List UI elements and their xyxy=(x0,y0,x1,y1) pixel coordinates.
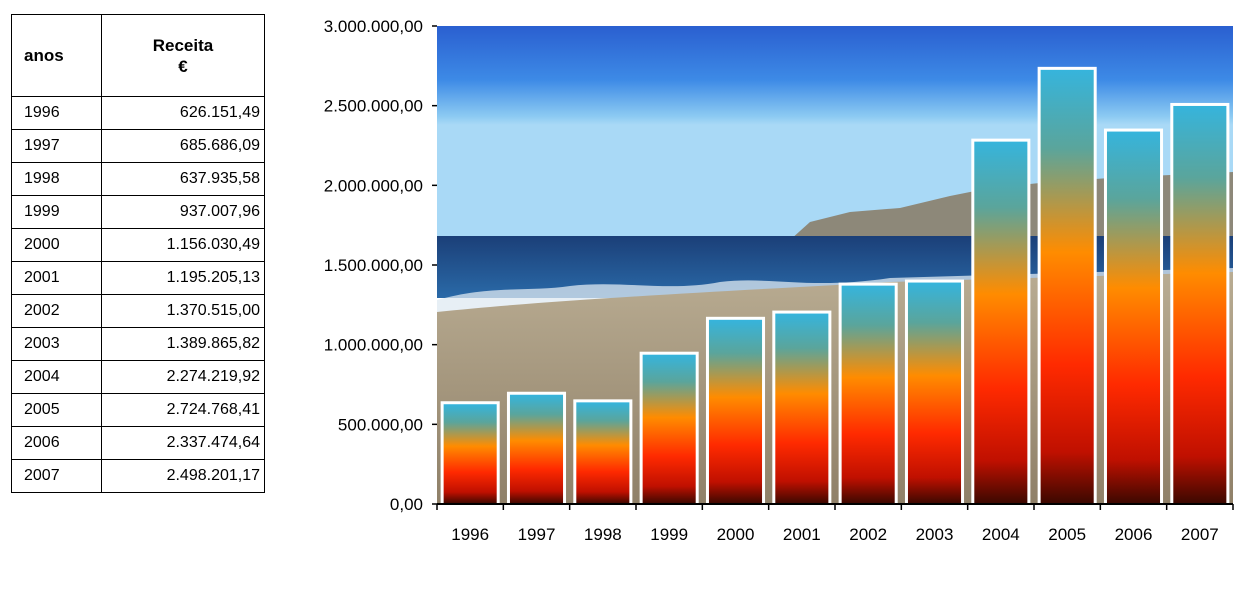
revenue-cell: 1.156.030,49 xyxy=(101,228,265,262)
x-tick-label: 1997 xyxy=(518,525,556,544)
y-tick-label: 0,00 xyxy=(390,495,423,514)
table-header-row: anos Receita € xyxy=(11,14,265,97)
y-axis: 0,00 500.000,00 1.000.000,00 1.500.000,00 2.… xyxy=(324,17,437,514)
revenue-cell: 626.151,49 xyxy=(101,96,265,130)
x-axis: 1996 1997 1998 1999 2000 2001 2002 2003 2004 2005… xyxy=(436,503,1234,544)
bar xyxy=(775,313,829,504)
x-tick-label: 2007 xyxy=(1181,525,1219,544)
year-cell: 2002 xyxy=(11,294,102,328)
year-cell: 2004 xyxy=(11,360,102,394)
y-tick-label: 3.000.000,00 xyxy=(324,17,423,36)
bar xyxy=(708,319,763,504)
x-tick-label: 2005 xyxy=(1048,525,1086,544)
bar xyxy=(509,394,564,504)
bar xyxy=(576,402,630,504)
table-body: 1996 626.151,49 1997 685.686,09 1998 637.935,… xyxy=(11,96,265,493)
revenue-cell: 937.007,96 xyxy=(101,195,265,229)
table-row: 2005 2.724.768,41 xyxy=(11,393,265,427)
bar xyxy=(907,282,962,504)
table-row: 2003 1.389.865,82 xyxy=(11,327,265,361)
x-tick-label: 1996 xyxy=(451,525,489,544)
bar xyxy=(841,285,895,504)
bar-1997 xyxy=(506,391,567,504)
table-row: 2001 1.195.205,13 xyxy=(11,261,265,295)
bar xyxy=(443,404,497,504)
revenue-cell: 2.274.219,92 xyxy=(101,360,265,394)
year-column-header: anos xyxy=(11,14,102,97)
y-tick-label: 500.000,00 xyxy=(338,415,423,434)
revenue-cell: 2.724.768,41 xyxy=(101,393,265,427)
table-row: 1998 637.935,58 xyxy=(11,162,265,196)
bar-1998 xyxy=(573,399,633,504)
year-cell: 2006 xyxy=(11,426,102,460)
bar xyxy=(1040,69,1094,504)
bar-2002 xyxy=(838,282,898,504)
revenue-cell: 1.195.205,13 xyxy=(101,261,265,295)
x-tick-label: 1999 xyxy=(650,525,688,544)
bar xyxy=(1106,131,1161,504)
table-row: 2000 1.156.030,49 xyxy=(11,228,265,262)
bar-2000 xyxy=(705,316,766,504)
year-cell: 2007 xyxy=(11,459,102,493)
bar-2003 xyxy=(904,279,965,504)
currency-unit: € xyxy=(178,56,188,76)
year-cell: 2001 xyxy=(11,261,102,295)
y-tick-label: 1.000.000,00 xyxy=(324,336,423,355)
y-tick-label: 1.500.000,00 xyxy=(324,256,423,275)
table-row: 1996 626.151,49 xyxy=(11,96,265,130)
year-cell: 2000 xyxy=(11,228,102,262)
revenue-bar-chart: 0,00 500.000,00 1.000.000,00 1.500.000,00 2.… xyxy=(324,17,1234,544)
x-tick-label: 2003 xyxy=(916,525,954,544)
bars-group xyxy=(440,66,1230,504)
beach-background-image xyxy=(437,26,1233,504)
revenue-cell: 1.370.515,00 xyxy=(101,294,265,328)
revenue-header-label: Receita xyxy=(152,35,214,55)
revenue-column-header: Receita € xyxy=(101,14,265,97)
revenue-cell: 1.389.865,82 xyxy=(101,327,265,361)
table-row: 2002 1.370.515,00 xyxy=(11,294,265,328)
revenue-cell: 637.935,58 xyxy=(101,162,265,196)
x-tick-label: 1998 xyxy=(584,525,622,544)
bar xyxy=(1173,105,1227,504)
table-row: 2006 2.337.474,64 xyxy=(11,426,265,460)
sand xyxy=(437,272,1233,504)
table-row: 1997 685.686,09 xyxy=(11,129,265,163)
x-tick-label: 2006 xyxy=(1115,525,1153,544)
year-cell: 1999 xyxy=(11,195,102,229)
table-row: 2007 2.498.201,17 xyxy=(11,459,265,493)
year-cell: 2003 xyxy=(11,327,102,361)
bar-2004 xyxy=(971,138,1031,504)
revenue-cell: 2.498.201,17 xyxy=(101,459,265,493)
year-cell: 1996 xyxy=(11,96,102,130)
bar-2007 xyxy=(1170,102,1230,504)
bar-1996 xyxy=(440,401,500,504)
x-tick-label: 2000 xyxy=(717,525,755,544)
bar-1999 xyxy=(639,351,699,504)
revenue-cell: 2.337.474,64 xyxy=(101,426,265,460)
x-tick-label: 2001 xyxy=(783,525,821,544)
x-tick-label: 2002 xyxy=(849,525,887,544)
bar-2001 xyxy=(772,310,832,504)
year-cell: 2005 xyxy=(11,393,102,427)
bar-2006 xyxy=(1103,128,1164,504)
y-tick-label: 2.000.000,00 xyxy=(324,176,423,195)
x-tick-label: 2004 xyxy=(982,525,1020,544)
table-row: 2004 2.274.219,92 xyxy=(11,360,265,394)
year-cell: 1997 xyxy=(11,129,102,163)
bar xyxy=(974,141,1028,504)
revenue-cell: 685.686,09 xyxy=(101,129,265,163)
year-cell: 1998 xyxy=(11,162,102,196)
table-row: 1999 937.007,96 xyxy=(11,195,265,229)
revenue-table: anos Receita € 1996 626.151,49 1997 685.686… xyxy=(11,14,265,493)
bar xyxy=(642,354,696,504)
bar-2005 xyxy=(1037,66,1097,504)
y-tick-label: 2.500.000,00 xyxy=(324,97,423,116)
